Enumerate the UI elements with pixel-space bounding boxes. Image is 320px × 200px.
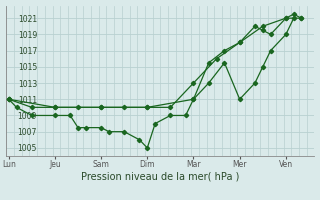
X-axis label: Pression niveau de la mer( hPa ): Pression niveau de la mer( hPa ) <box>81 172 239 182</box>
